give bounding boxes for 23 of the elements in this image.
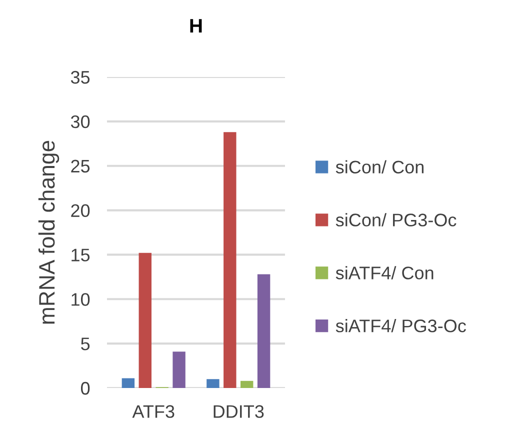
chart-title: H — [190, 19, 202, 33]
bar — [172, 352, 186, 388]
bar — [224, 132, 236, 388]
y-tick-label: 5 — [81, 338, 90, 350]
bar — [206, 379, 220, 388]
y-tick-label: 10 — [72, 293, 90, 306]
y-tick-label: 20 — [71, 204, 90, 218]
legend-label: siATF4/ PG3-Oc — [336, 319, 466, 332]
legend-label: siCon/ PG3-Oc — [336, 213, 456, 226]
bar — [257, 274, 270, 388]
x-tick-label: ATF3 — [132, 405, 174, 418]
bar — [138, 252, 152, 388]
y-tick-label: 30 — [70, 115, 90, 128]
y-tick-label: 15 — [72, 248, 90, 262]
bar — [240, 380, 254, 388]
x-tick-label: DDIT3 — [214, 405, 264, 418]
legend-label: siATF4/ Con — [336, 266, 434, 280]
y-tick-label: 0 — [81, 382, 90, 395]
y-tick-label: 25 — [71, 160, 90, 173]
bar — [122, 378, 135, 388]
y-tick-label: 35 — [70, 70, 90, 84]
legend-label: siCon/ Con — [336, 160, 424, 174]
y-axis-title: mRNA fold change — [38, 140, 60, 324]
